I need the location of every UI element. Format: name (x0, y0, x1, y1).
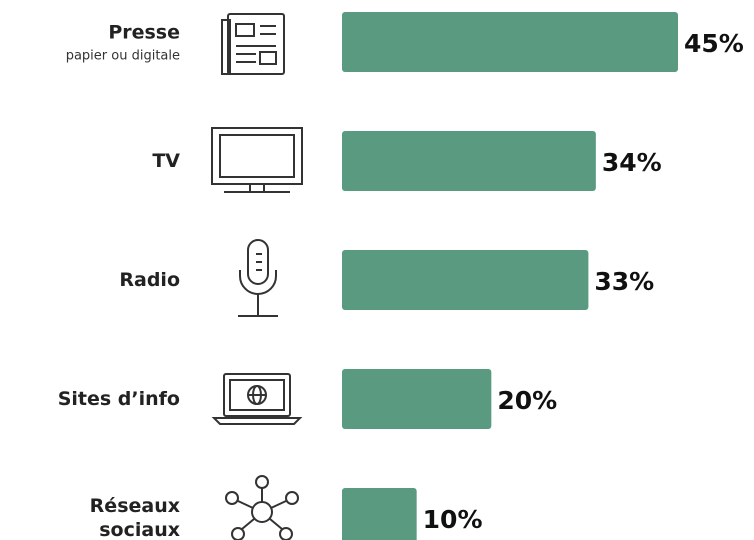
category-name: TV (152, 150, 180, 172)
category-label: Radio (30, 268, 180, 292)
category-name: Sites d’info (57, 388, 180, 410)
category-name: Réseaux sociaux (89, 495, 180, 540)
bar (342, 488, 417, 540)
bar (342, 131, 596, 191)
value-label: 34% (602, 148, 662, 177)
category-label: TV (30, 149, 180, 173)
value-label: 33% (594, 267, 654, 296)
value-label: 20% (497, 386, 557, 415)
bar (342, 369, 492, 429)
icon-tv (211, 127, 303, 193)
value-label: 45% (684, 29, 744, 58)
icon-microphone (238, 239, 278, 317)
icon-laptop (211, 373, 303, 425)
category-sublabel: papier ou digitale (65, 48, 180, 64)
value-label: 10% (423, 505, 483, 534)
bar (342, 12, 678, 72)
category-label: Sites d’info (30, 387, 180, 411)
category-label: Réseaux sociaux (30, 494, 180, 540)
category-name: Radio (119, 269, 180, 291)
icon-newspaper (221, 13, 285, 75)
category-label: Presse papier ou digitale (30, 21, 180, 64)
icon-network (225, 475, 299, 540)
bar (342, 250, 589, 310)
category-name: Presse (108, 21, 180, 44)
